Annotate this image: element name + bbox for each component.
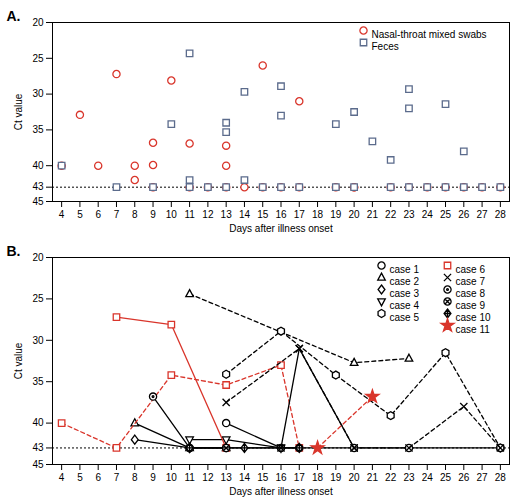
svg-text:24: 24 [422, 209, 434, 220]
svg-text:9: 9 [150, 209, 156, 220]
svg-text:case 8: case 8 [456, 288, 486, 299]
svg-text:12: 12 [202, 209, 214, 220]
svg-text:6: 6 [95, 472, 101, 483]
svg-text:16: 16 [275, 209, 287, 220]
svg-text:case 6: case 6 [456, 264, 486, 275]
svg-text:6: 6 [95, 209, 101, 220]
svg-text:28: 28 [495, 209, 507, 220]
svg-text:case 3: case 3 [390, 288, 420, 299]
svg-text:case 9: case 9 [456, 300, 486, 311]
svg-text:28: 28 [495, 472, 507, 483]
svg-text:5: 5 [77, 472, 83, 483]
svg-text:10: 10 [166, 472, 178, 483]
svg-text:15: 15 [257, 472, 269, 483]
svg-text:case 10: case 10 [456, 312, 491, 323]
svg-text:25: 25 [32, 53, 44, 64]
svg-text:14: 14 [239, 472, 251, 483]
svg-text:27: 27 [477, 209, 489, 220]
svg-text:35: 35 [32, 376, 44, 387]
svg-text:21: 21 [367, 209, 379, 220]
svg-text:case 1: case 1 [390, 264, 420, 275]
svg-text:11: 11 [184, 472, 195, 483]
svg-text:19: 19 [330, 472, 342, 483]
svg-text:12: 12 [202, 472, 214, 483]
svg-text:case 5: case 5 [390, 312, 420, 323]
svg-text:17: 17 [294, 209, 306, 220]
svg-text:43: 43 [32, 181, 44, 192]
svg-text:43: 43 [32, 442, 44, 453]
svg-text:11: 11 [184, 209, 195, 220]
svg-text:20: 20 [32, 252, 44, 263]
svg-text:8: 8 [132, 472, 138, 483]
svg-text:7: 7 [114, 472, 120, 483]
svg-text:20: 20 [349, 472, 361, 483]
svg-text:21: 21 [367, 472, 379, 483]
svg-text:40: 40 [32, 417, 44, 428]
svg-text:Ct value: Ct value [13, 93, 24, 130]
svg-text:Ct value: Ct value [13, 342, 24, 379]
svg-text:4: 4 [59, 209, 65, 220]
svg-text:A.: A. [7, 8, 21, 24]
svg-text:13: 13 [221, 209, 233, 220]
svg-text:case 2: case 2 [390, 276, 420, 287]
svg-text:27: 27 [477, 472, 489, 483]
svg-text:Days after illness onset: Days after illness onset [229, 486, 333, 497]
svg-text:40: 40 [32, 160, 44, 171]
svg-text:26: 26 [458, 209, 470, 220]
svg-text:8: 8 [132, 209, 138, 220]
svg-text:24: 24 [422, 472, 434, 483]
svg-text:20: 20 [32, 17, 44, 28]
svg-text:18: 18 [312, 472, 324, 483]
svg-text:9: 9 [150, 472, 156, 483]
svg-text:7: 7 [114, 209, 120, 220]
svg-text:23: 23 [403, 209, 415, 220]
svg-text:22: 22 [385, 209, 397, 220]
svg-text:Days after illness onset: Days after illness onset [229, 223, 333, 234]
svg-text:13: 13 [221, 472, 233, 483]
svg-text:B.: B. [7, 243, 21, 259]
svg-text:23: 23 [403, 472, 415, 483]
svg-text:25: 25 [440, 472, 452, 483]
svg-text:20: 20 [349, 209, 361, 220]
svg-text:case 7: case 7 [456, 276, 486, 287]
svg-text:17: 17 [294, 472, 306, 483]
svg-text:Nasal-throat mixed swabs: Nasal-throat mixed swabs [372, 29, 487, 40]
svg-text:25: 25 [440, 209, 452, 220]
svg-text:5: 5 [77, 209, 83, 220]
svg-text:16: 16 [275, 472, 287, 483]
svg-text:4: 4 [59, 472, 65, 483]
svg-text:10: 10 [166, 209, 178, 220]
svg-text:19: 19 [330, 209, 342, 220]
svg-text:25: 25 [32, 293, 44, 304]
svg-text:case 4: case 4 [390, 300, 420, 311]
svg-text:Feces: Feces [372, 41, 399, 52]
svg-text:case 11: case 11 [456, 324, 491, 335]
svg-text:45: 45 [32, 459, 44, 470]
svg-text:15: 15 [257, 209, 269, 220]
svg-text:26: 26 [458, 472, 470, 483]
svg-text:45: 45 [32, 196, 44, 207]
svg-text:18: 18 [312, 209, 324, 220]
svg-text:14: 14 [239, 209, 251, 220]
svg-text:22: 22 [385, 472, 397, 483]
svg-text:35: 35 [32, 124, 44, 135]
svg-text:30: 30 [32, 335, 44, 346]
svg-text:30: 30 [32, 88, 44, 99]
